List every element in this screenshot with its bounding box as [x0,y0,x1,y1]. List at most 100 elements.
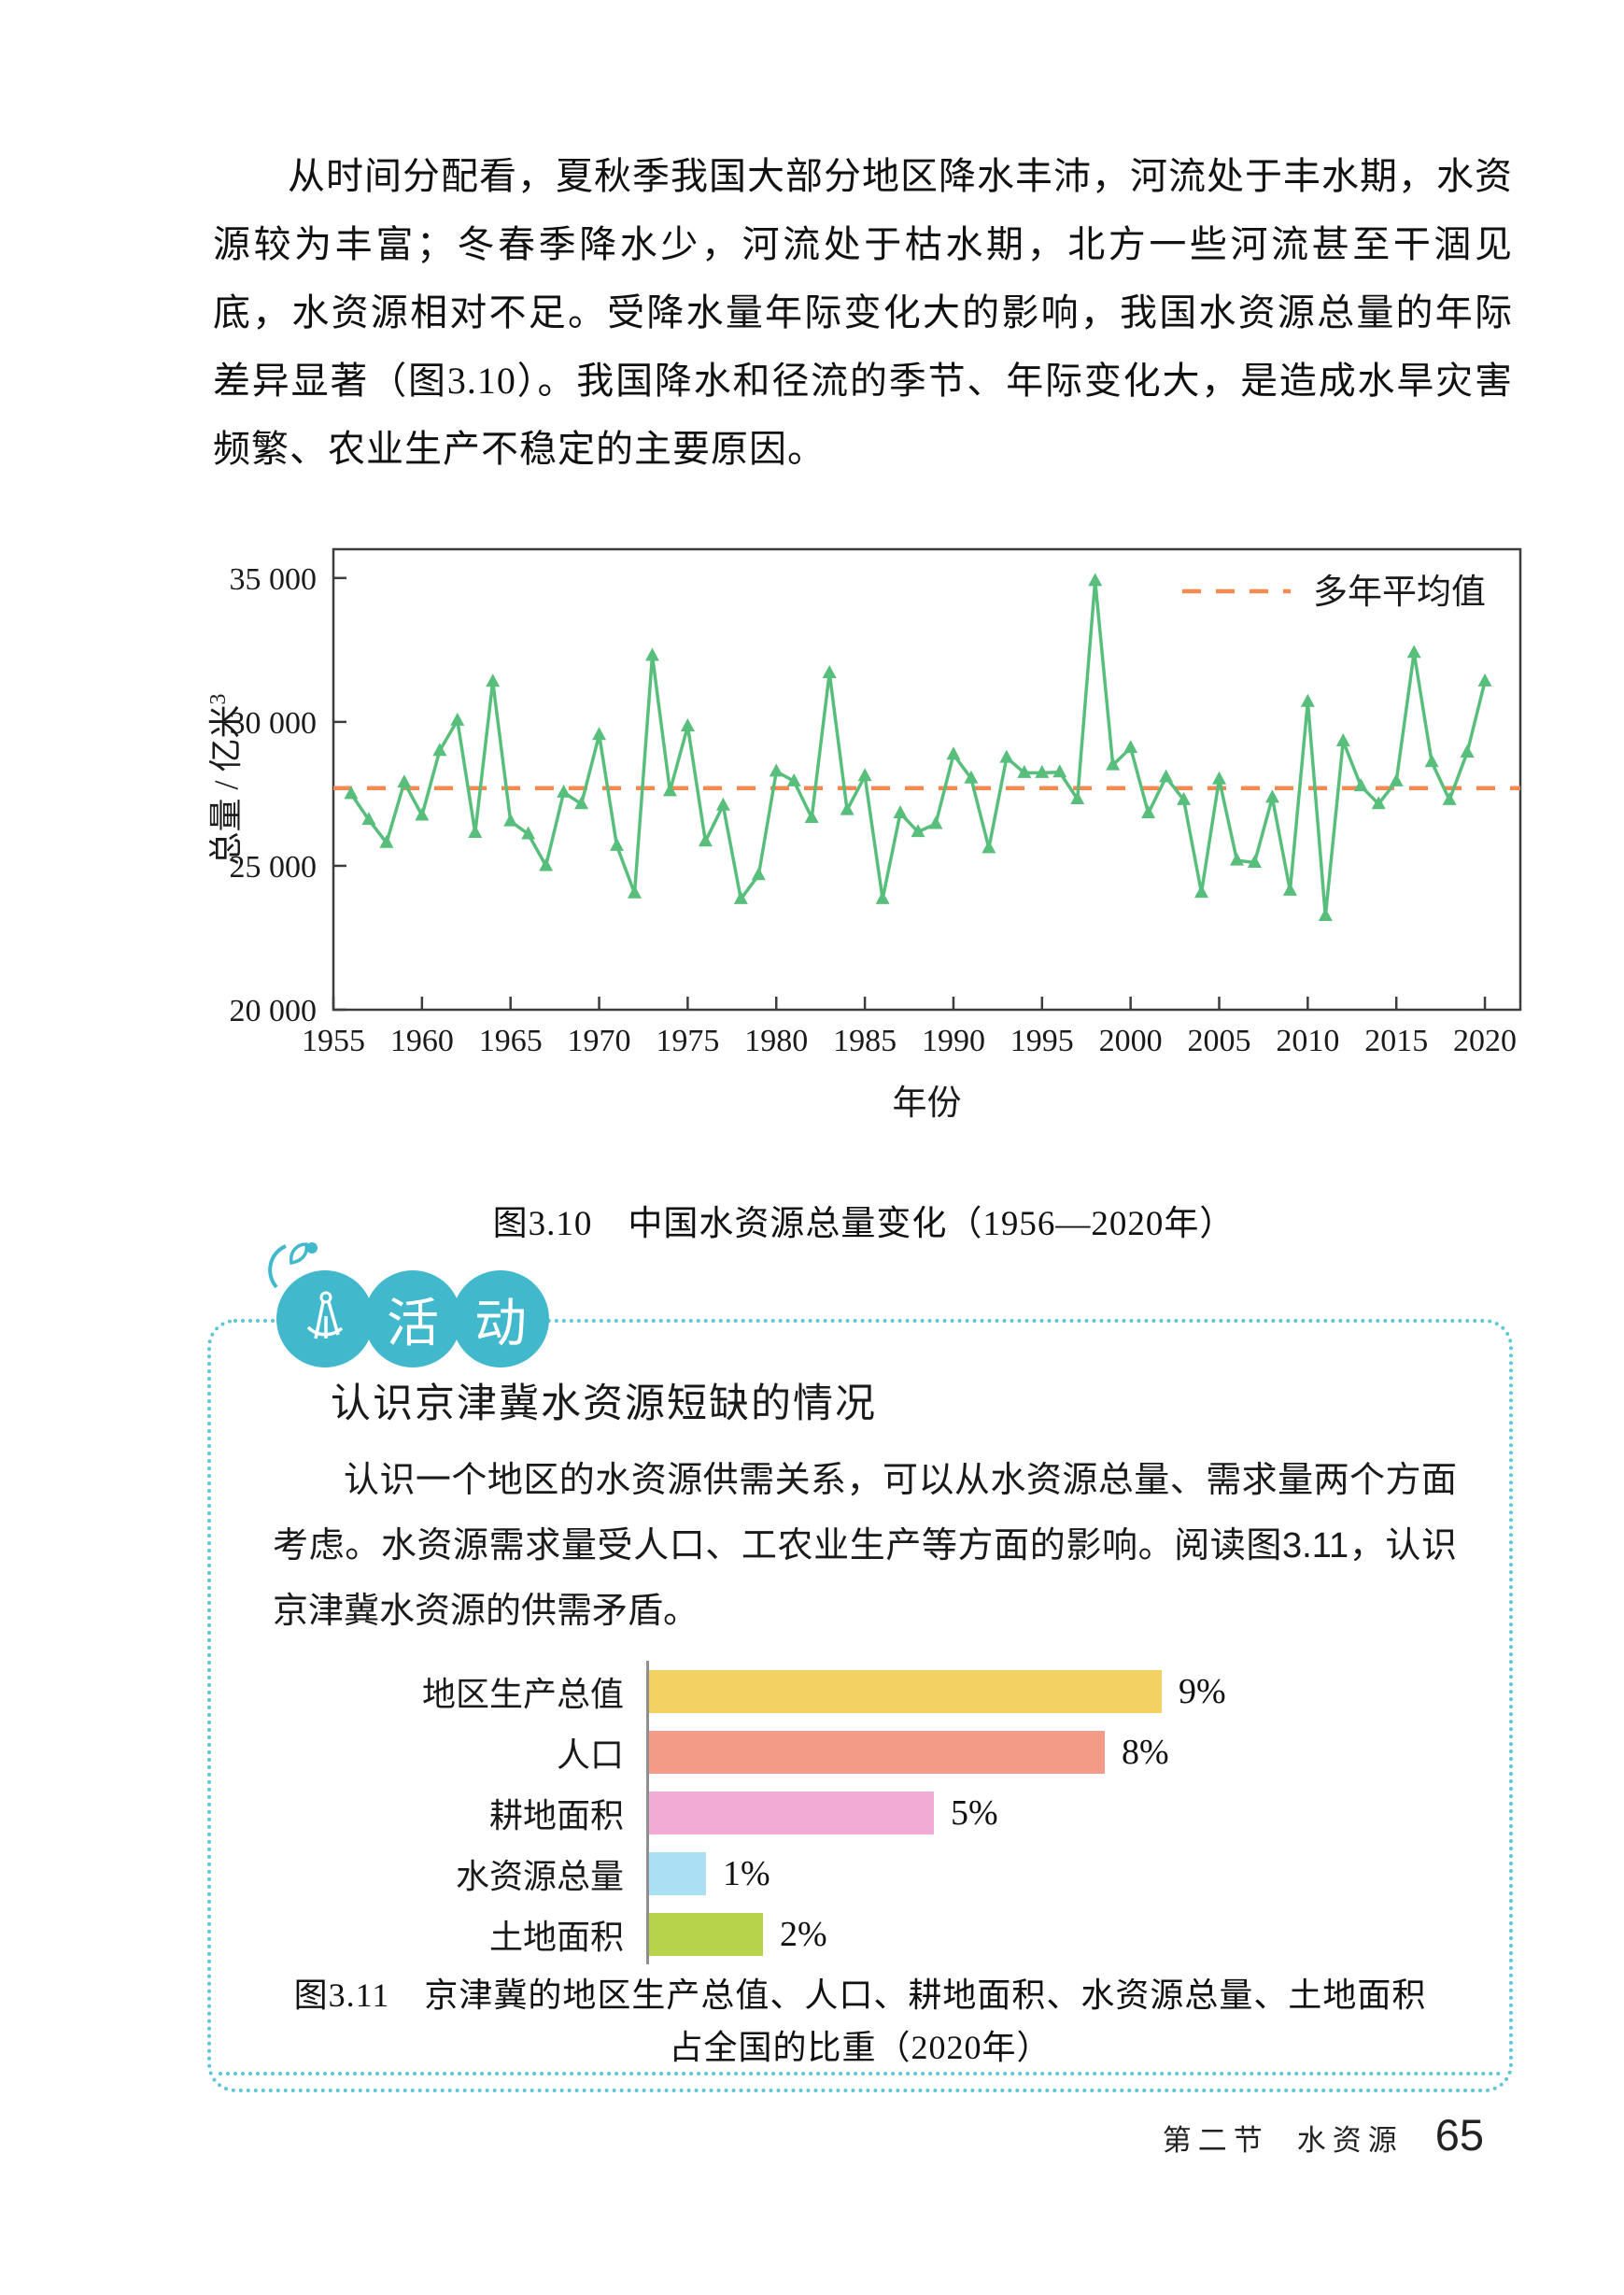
x-tick-label: 1975 [656,1024,719,1058]
bar-track: 9% [646,1661,1468,1721]
figure-3-11-caption: 图3.11 京津冀的地区生产总值、人口、耕地面积、水资源总量、土地面积 占全国的… [207,1969,1513,2074]
data-point-marker [1247,855,1262,869]
bar-track: 1% [646,1843,1468,1904]
bar-category-label: 土地面积 [488,1917,624,1956]
x-tick-label: 1980 [744,1024,808,1058]
data-point-marker [1052,764,1067,778]
bar [649,1912,763,1956]
bar-track: 8% [646,1721,1468,1782]
bar-row-4: 水资源总量 1% [273,1843,1468,1904]
page-footer: 第二节 水资源 65 [1163,2109,1484,2160]
data-point-marker [715,797,730,811]
data-point-marker [1177,791,1192,805]
data-point-marker [1477,673,1492,687]
bar-row-5: 土地面积 2% [273,1904,1468,1964]
data-point-marker [610,837,625,851]
figure-3-11-caption-line1: 图3.11 京津冀的地区生产总值、人口、耕地面积、水资源总量、土地面积 [293,1976,1427,2014]
x-tick-label: 2015 [1364,1024,1428,1058]
data-point-marker [999,749,1014,763]
data-point-marker [644,647,659,661]
x-tick-label: 1960 [390,1024,454,1058]
bar-row-3: 耕地面积 5% [273,1782,1468,1843]
y-tick-label: 25 000 [230,850,318,885]
data-point-marker [468,825,483,839]
data-point-marker [911,824,925,838]
data-point-marker [1194,885,1209,899]
x-tick-label: 2005 [1188,1024,1251,1058]
data-point-marker [557,784,572,798]
data-point-marker [1282,882,1297,896]
data-point-marker [893,805,908,819]
x-tick-label: 1965 [479,1024,543,1058]
data-point-marker [1335,733,1350,747]
x-tick-label: 2010 [1276,1024,1339,1058]
page-number: 65 [1434,2110,1484,2160]
bar-category-label: 人口 [556,1735,624,1774]
data-point-marker [1353,778,1368,792]
data-point-marker [539,857,554,871]
data-point-marker [733,890,748,904]
bar-category-label: 地区生产总值 [421,1674,624,1713]
data-point-marker [627,885,642,899]
data-point-marker [503,813,518,827]
data-point-marker [432,743,447,757]
data-point-marker [1424,754,1439,768]
data-point-marker [1300,693,1315,707]
bar-category-label: 水资源总量 [455,1856,624,1895]
bar-track: 5% [646,1782,1468,1843]
x-tick-label: 2020 [1453,1024,1517,1058]
data-point-marker [928,815,943,829]
data-point-marker [521,826,536,840]
bar-row-1: 地区生产总值 9% [273,1661,1468,1721]
bar-category-label: 耕地面积 [488,1795,624,1835]
data-point-marker [964,770,979,784]
data-point-marker [804,809,819,823]
y-axis-title: 总量 / 亿米3 [206,693,245,865]
data-point-marker [786,772,801,786]
figure-3-10: 35 000 30 000 25 000 20 000 1955 1960 1965 1970… [196,518,1532,1245]
data-point-marker [1406,645,1421,659]
data-point-marker [1212,771,1227,785]
data-point-marker [680,717,695,731]
data-point-marker [450,712,465,726]
data-point-marker [1141,805,1156,819]
data-point-marker [415,807,430,821]
data-point-marker [574,796,589,810]
data-point-marker [1371,796,1386,810]
data-point-marker [1264,789,1279,803]
bar-value-label: 5% [951,1792,998,1833]
bar [649,1791,934,1835]
data-point-marker [379,834,394,848]
data-point-marker [662,783,677,797]
data-point-marker [1070,790,1085,804]
bar-value-label: 8% [1122,1732,1169,1772]
bar-value-label: 9% [1179,1671,1226,1711]
y-tick-label: 35 000 [230,562,318,597]
bar [649,1669,1162,1713]
data-point-marker [875,890,890,904]
data-point-marker [592,727,607,741]
bar-row-2: 人口 8% [273,1721,1468,1782]
data-point-marker [1088,573,1103,587]
data-point-marker [946,746,961,760]
x-tick-label: 1970 [568,1024,631,1058]
activity-badge: 活 动 [268,1242,549,1367]
leaf-decor-icon [268,1242,318,1289]
bar-track: 2% [646,1904,1468,1964]
data-point-marker [1442,791,1457,805]
data-point-marker [1159,769,1174,783]
footer-section-label: 第二节 [1162,2124,1269,2157]
data-point-marker [1035,764,1050,778]
activity-box-bottom-rule [219,2072,1502,2075]
data-point-marker [1389,772,1404,786]
data-point-marker [840,801,854,815]
figure-3-11-caption-line2: 占全国的比重（2020年） [669,2029,1052,2066]
bar-value-label: 1% [723,1853,770,1893]
data-point-marker [822,664,837,678]
data-point-marker [857,768,872,782]
data-point-marker [981,840,996,854]
data-point-marker [1017,764,1032,778]
x-tick-label: 1995 [1010,1024,1074,1058]
